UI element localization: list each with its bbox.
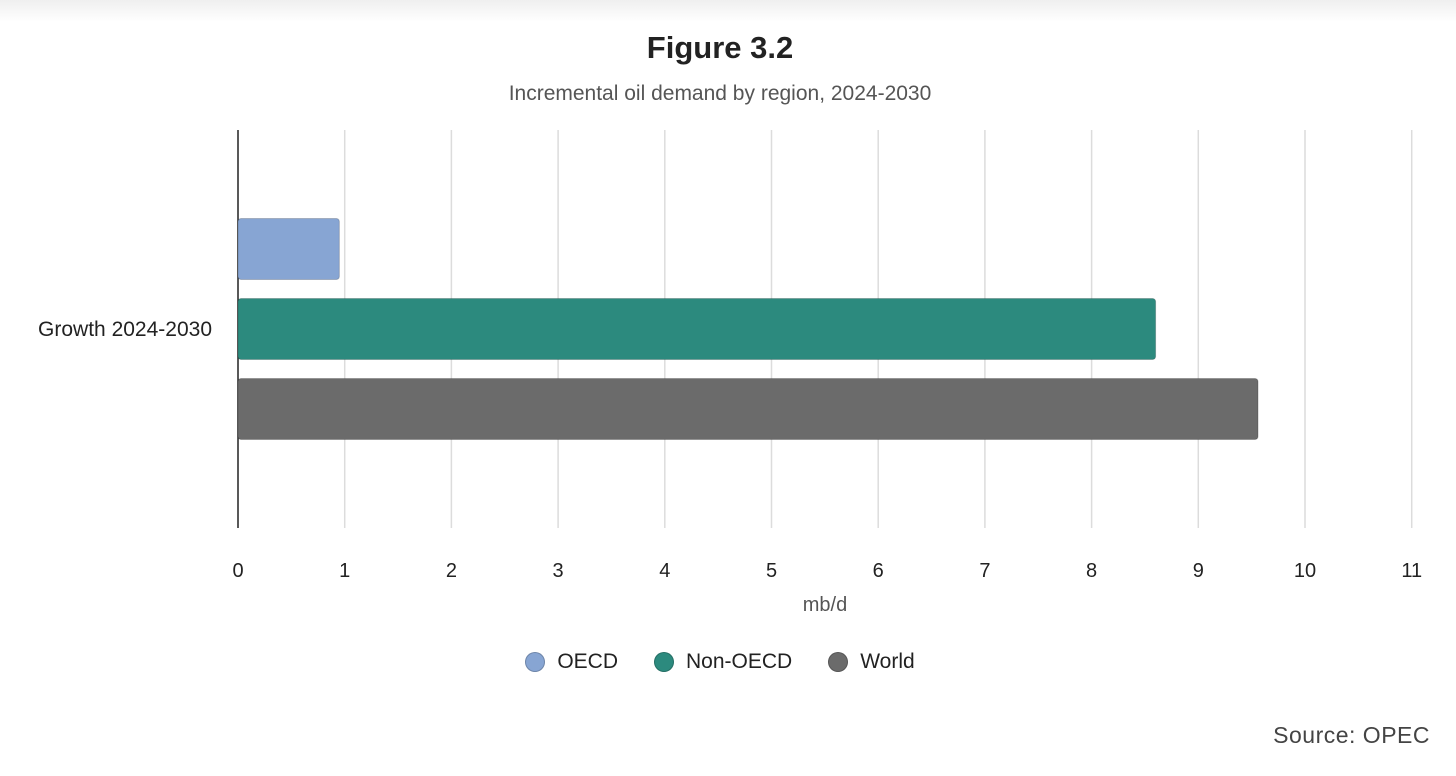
source-note: Source: OPEC <box>1273 722 1430 748</box>
legend-swatch <box>525 652 546 672</box>
chart-legend: OECD Non-OECD World <box>0 650 1440 674</box>
top-fade <box>0 0 1456 22</box>
x-tick-label: 7 <box>979 560 990 582</box>
legend-item[interactable]: World <box>828 650 915 674</box>
x-tick-label: 1 <box>339 560 350 582</box>
x-tick-label: 8 <box>1086 560 1097 582</box>
bar-chart: 0 1 2 3 4 5 6 7 8 9 10 11 mb/d Growth 2024-2030 <box>38 130 1422 616</box>
legend-item[interactable]: Non-OECD <box>654 650 792 674</box>
x-tick-label: 3 <box>553 560 564 582</box>
legend-label: World <box>860 650 915 673</box>
bar-world <box>237 378 1259 440</box>
legend-swatch <box>654 652 674 672</box>
legend-label: OECD <box>557 650 618 673</box>
x-tick-label: 0 <box>232 560 243 582</box>
x-axis-label: mb/d <box>803 594 847 616</box>
bar-non-oecd <box>237 298 1157 360</box>
category-label: Growth 2024-2030 <box>38 318 212 341</box>
chart-subtitle: Incremental oil demand by region, 2024-2… <box>508 82 932 105</box>
x-tick-label: 5 <box>766 560 777 582</box>
chart-title: Figure 3.2 <box>646 30 794 65</box>
x-tick-label: 2 <box>446 560 457 582</box>
legend-item[interactable]: OECD <box>525 650 618 674</box>
x-tick-label: 9 <box>1193 560 1204 582</box>
legend-label: Non-OECD <box>686 650 793 673</box>
x-tick-label: 6 <box>873 560 884 582</box>
legend-swatch <box>828 652 849 672</box>
x-tick-label: 10 <box>1294 560 1316 582</box>
x-tick-label: 4 <box>659 560 670 582</box>
x-tick-label: 11 <box>1401 560 1422 582</box>
bar-oecd <box>237 218 340 280</box>
